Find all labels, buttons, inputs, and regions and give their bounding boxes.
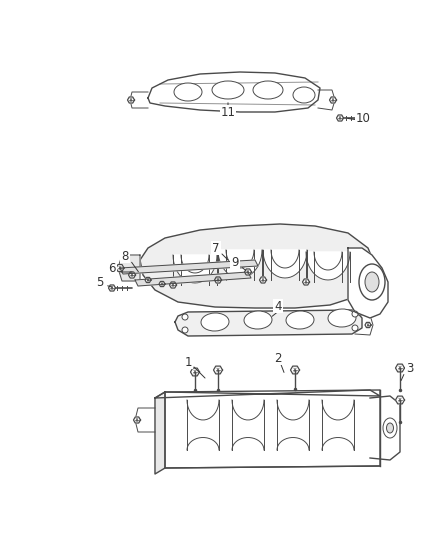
Ellipse shape [365, 272, 379, 292]
Text: 4: 4 [274, 300, 282, 312]
Polygon shape [370, 396, 400, 460]
Text: 5: 5 [96, 276, 104, 288]
Ellipse shape [386, 423, 393, 433]
Polygon shape [170, 282, 177, 288]
Polygon shape [213, 366, 223, 374]
Polygon shape [135, 272, 251, 286]
Circle shape [182, 314, 188, 320]
Circle shape [352, 325, 358, 331]
Text: 7: 7 [212, 241, 220, 254]
Polygon shape [218, 250, 262, 278]
Polygon shape [306, 252, 350, 280]
Polygon shape [290, 366, 300, 374]
Polygon shape [396, 396, 405, 404]
Polygon shape [145, 277, 151, 282]
Polygon shape [259, 277, 266, 283]
Polygon shape [191, 368, 199, 376]
Polygon shape [365, 322, 371, 328]
Text: 9: 9 [231, 255, 239, 269]
Circle shape [352, 311, 358, 317]
Polygon shape [303, 279, 310, 285]
Polygon shape [116, 264, 124, 271]
Ellipse shape [328, 309, 356, 327]
Text: 8: 8 [121, 249, 129, 262]
Polygon shape [128, 272, 135, 278]
Polygon shape [348, 248, 388, 318]
Polygon shape [118, 255, 140, 281]
Polygon shape [127, 97, 134, 103]
Polygon shape [175, 310, 362, 336]
Polygon shape [215, 277, 222, 283]
Text: 10: 10 [356, 111, 371, 125]
Text: 6: 6 [108, 262, 116, 274]
Text: 3: 3 [406, 361, 413, 375]
Ellipse shape [201, 313, 229, 331]
Polygon shape [165, 390, 380, 468]
Polygon shape [109, 285, 116, 291]
Polygon shape [329, 97, 336, 103]
Polygon shape [173, 255, 217, 283]
Ellipse shape [359, 264, 385, 300]
Polygon shape [155, 390, 380, 398]
Ellipse shape [174, 83, 202, 101]
Ellipse shape [293, 87, 315, 103]
Text: 2: 2 [274, 351, 282, 365]
Polygon shape [244, 269, 251, 275]
Polygon shape [120, 260, 258, 274]
Text: 11: 11 [220, 106, 236, 118]
Ellipse shape [286, 311, 314, 329]
Polygon shape [140, 224, 375, 308]
Circle shape [182, 327, 188, 333]
Polygon shape [155, 392, 165, 474]
Ellipse shape [253, 81, 283, 99]
Polygon shape [336, 115, 343, 121]
Ellipse shape [244, 311, 272, 329]
Text: 1: 1 [184, 356, 192, 368]
Polygon shape [396, 364, 405, 372]
Ellipse shape [383, 418, 397, 438]
Polygon shape [148, 72, 320, 112]
Polygon shape [134, 417, 141, 423]
Polygon shape [159, 281, 165, 287]
Polygon shape [263, 250, 307, 278]
Ellipse shape [212, 81, 244, 99]
